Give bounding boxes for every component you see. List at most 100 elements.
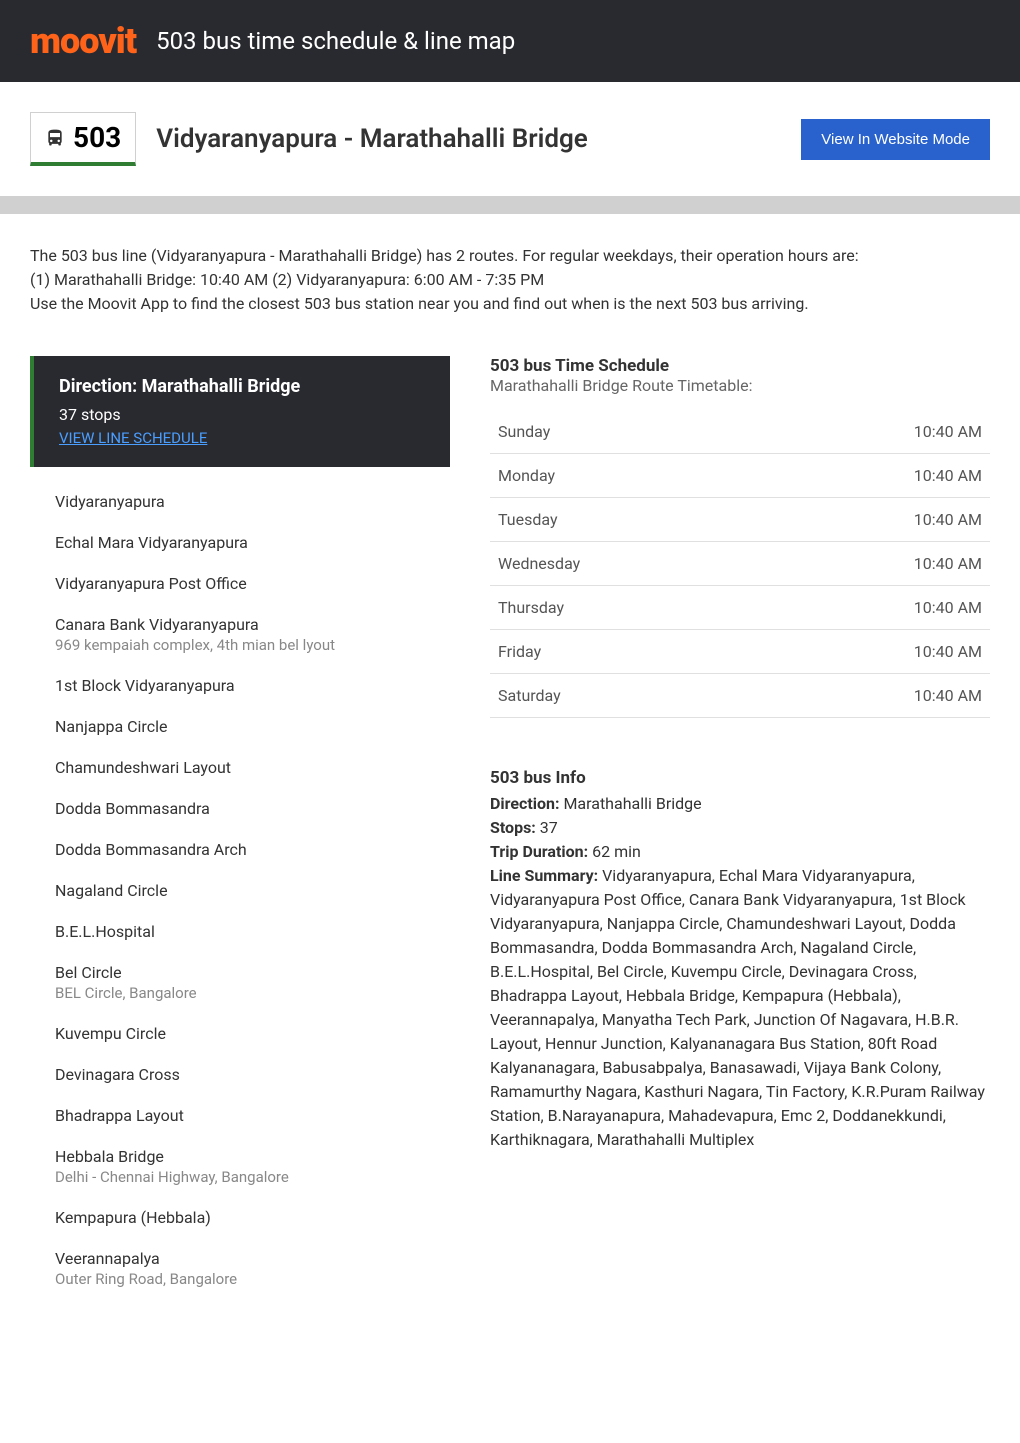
schedule-day: Sunday <box>498 422 550 441</box>
intro-text: The 503 bus line (Vidyaranyapura - Marat… <box>0 214 1020 336</box>
schedule-day: Thursday <box>498 598 564 617</box>
stop-sub: BEL Circle, Bangalore <box>55 984 425 1002</box>
info-title: 503 bus Info <box>490 768 990 788</box>
stop-item: Vidyaranyapura Post Office <box>55 574 425 593</box>
stop-item: Bhadrappa Layout <box>55 1106 425 1125</box>
stop-name: Nanjappa Circle <box>55 717 425 736</box>
stop-name: Dodda Bommasandra <box>55 799 425 818</box>
schedule-time: 10:40 AM <box>914 686 982 705</box>
stop-sub: Delhi - Chennai Highway, Bangalore <box>55 1168 425 1186</box>
stop-name: Devinagara Cross <box>55 1065 425 1084</box>
schedule-day: Friday <box>498 642 541 661</box>
schedule-row: Tuesday 10:40 AM <box>490 498 990 542</box>
info-stops-label: Stops: <box>490 818 536 837</box>
direction-title: Direction: Marathahalli Bridge <box>59 376 425 397</box>
schedule-box: 503 bus Time Schedule Marathahalli Bridg… <box>490 356 990 718</box>
stop-item: B.E.L.Hospital <box>55 922 425 941</box>
stop-item: Dodda Bommasandra <box>55 799 425 818</box>
info-duration-label: Trip Duration: <box>490 842 588 861</box>
schedule-day: Saturday <box>498 686 561 705</box>
info-duration-value: 62 min <box>588 842 641 861</box>
stop-name: Echal Mara Vidyaranyapura <box>55 533 425 552</box>
schedule-time: 10:40 AM <box>914 642 982 661</box>
website-mode-button[interactable]: View In Website Mode <box>801 119 990 160</box>
stop-name: Dodda Bommasandra Arch <box>55 840 425 859</box>
stop-item: Vidyaranyapura <box>55 492 425 511</box>
route-number: 503 <box>73 121 121 154</box>
stop-name: Nagaland Circle <box>55 881 425 900</box>
schedule-time: 10:40 AM <box>914 510 982 529</box>
stop-item: Bel Circle BEL Circle, Bangalore <box>55 963 425 1002</box>
stop-name: Bel Circle <box>55 963 425 982</box>
view-schedule-link[interactable]: VIEW LINE SCHEDULE <box>59 429 207 447</box>
stop-name: Hebbala Bridge <box>55 1147 425 1166</box>
schedule-row: Sunday 10:40 AM <box>490 410 990 454</box>
schedule-row: Friday 10:40 AM <box>490 630 990 674</box>
page-header: moovit 503 bus time schedule & line map <box>0 0 1020 82</box>
schedule-subtitle: Marathahalli Bridge Route Timetable: <box>490 376 990 395</box>
route-subheader: 503 Vidyaranyapura - Marathahalli Bridge… <box>0 82 1020 196</box>
stop-name: Kempapura (Hebbala) <box>55 1208 425 1227</box>
info-direction: Direction: Marathahalli Bridge <box>490 792 990 816</box>
route-name: Vidyaranyapura - Marathahalli Bridge <box>156 124 588 154</box>
stop-name: B.E.L.Hospital <box>55 922 425 941</box>
stop-name: Vidyaranyapura <box>55 492 425 511</box>
stop-sub: Outer Ring Road, Bangalore <box>55 1270 425 1288</box>
intro-line1: The 503 bus line (Vidyaranyapura - Marat… <box>30 244 990 268</box>
stops-count: 37 stops <box>59 405 425 424</box>
main-content: Direction: Marathahalli Bridge 37 stops … <box>0 336 1020 1330</box>
stop-sub: 969 kempaiah complex, 4th mian bel lyout <box>55 636 425 654</box>
schedule-title: 503 bus Time Schedule <box>490 356 990 376</box>
stop-item: Devinagara Cross <box>55 1065 425 1084</box>
schedule-day: Tuesday <box>498 510 558 529</box>
left-column: Direction: Marathahalli Bridge 37 stops … <box>30 356 450 1310</box>
stop-name: Vidyaranyapura Post Office <box>55 574 425 593</box>
page-title: 503 bus time schedule & line map <box>156 27 515 55</box>
info-summary-label: Line Summary: <box>490 866 598 885</box>
direction-box: Direction: Marathahalli Bridge 37 stops … <box>30 356 450 467</box>
schedule-day: Monday <box>498 466 555 485</box>
info-summary: Line Summary: Vidyaranyapura, Echal Mara… <box>490 864 990 1152</box>
stop-name: Kuvempu Circle <box>55 1024 425 1043</box>
stop-item: Kuvempu Circle <box>55 1024 425 1043</box>
moovit-logo: moovit <box>30 20 136 62</box>
info-stops-value: 37 <box>536 818 558 837</box>
stop-item: 1st Block Vidyaranyapura <box>55 676 425 695</box>
divider-bar <box>0 196 1020 214</box>
schedule-time: 10:40 AM <box>914 598 982 617</box>
info-box: 503 bus Info Direction: Marathahalli Bri… <box>490 768 990 1152</box>
stop-item: Chamundeshwari Layout <box>55 758 425 777</box>
intro-line2: (1) Marathahalli Bridge: 10:40 AM (2) Vi… <box>30 268 990 292</box>
info-direction-value: Marathahalli Bridge <box>559 794 701 813</box>
schedule-row: Saturday 10:40 AM <box>490 674 990 718</box>
stop-item: Nagaland Circle <box>55 881 425 900</box>
schedule-day: Wednesday <box>498 554 580 573</box>
stop-name: 1st Block Vidyaranyapura <box>55 676 425 695</box>
schedule-row: Wednesday 10:40 AM <box>490 542 990 586</box>
stop-item: Kempapura (Hebbala) <box>55 1208 425 1227</box>
stop-name: Chamundeshwari Layout <box>55 758 425 777</box>
stop-item: Veerannapalya Outer Ring Road, Bangalore <box>55 1249 425 1288</box>
info-stops: Stops: 37 <box>490 816 990 840</box>
schedule-time: 10:40 AM <box>914 466 982 485</box>
stop-item: Dodda Bommasandra Arch <box>55 840 425 859</box>
info-duration: Trip Duration: 62 min <box>490 840 990 864</box>
stop-item: Hebbala Bridge Delhi - Chennai Highway, B… <box>55 1147 425 1186</box>
schedule-row: Monday 10:40 AM <box>490 454 990 498</box>
stop-name: Canara Bank Vidyaranyapura <box>55 615 425 634</box>
route-badge: 503 <box>30 112 136 166</box>
stop-name: Veerannapalya <box>55 1249 425 1268</box>
schedule-time: 10:40 AM <box>914 422 982 441</box>
info-direction-label: Direction: <box>490 794 559 813</box>
stop-item: Canara Bank Vidyaranyapura 969 kempaiah c… <box>55 615 425 654</box>
schedule-time: 10:40 AM <box>914 554 982 573</box>
stop-item: Echal Mara Vidyaranyapura <box>55 533 425 552</box>
route-badge-container: 503 Vidyaranyapura - Marathahalli Bridge <box>30 112 588 166</box>
intro-line3: Use the Moovit App to find the closest 5… <box>30 292 990 316</box>
stop-item: Nanjappa Circle <box>55 717 425 736</box>
schedule-table: Sunday 10:40 AM Monday 10:40 AM Tuesday 10:40… <box>490 410 990 718</box>
stops-list: Vidyaranyapura Echal Mara Vidyaranyapura V… <box>30 467 450 1288</box>
info-summary-value: Vidyaranyapura, Echal Mara Vidyaranyapur… <box>490 866 985 1149</box>
bus-icon <box>45 128 65 148</box>
schedule-row: Thursday 10:40 AM <box>490 586 990 630</box>
